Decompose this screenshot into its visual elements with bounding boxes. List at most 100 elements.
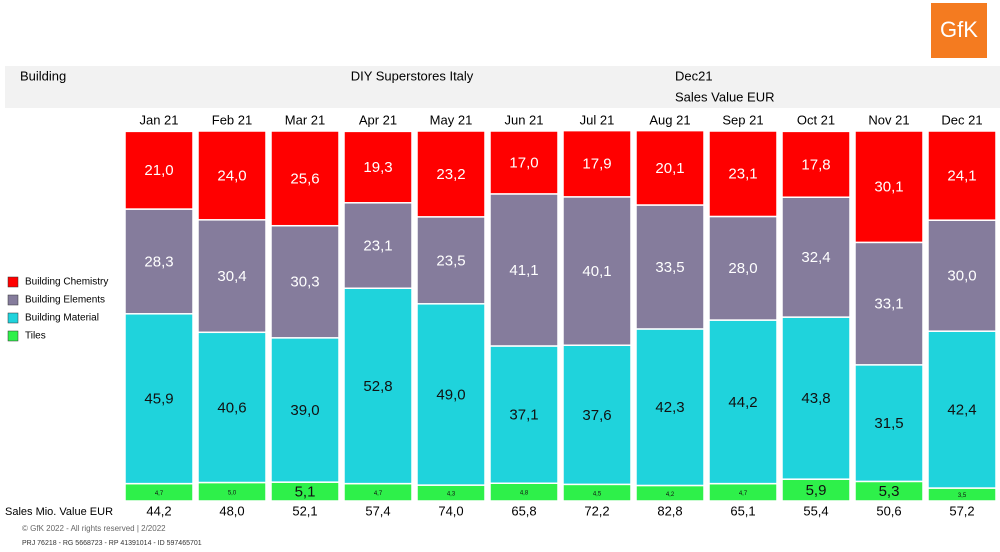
x-tick-label: Sep 21 xyxy=(722,112,763,127)
header-left: Building xyxy=(20,68,66,83)
logo-box xyxy=(931,3,987,58)
x-tick-label: Mar 21 xyxy=(285,112,325,127)
bar-segment xyxy=(343,202,413,289)
bar-segment xyxy=(343,287,413,485)
total-label: 65,8 xyxy=(511,503,536,518)
data-label: 33,5 xyxy=(655,259,684,276)
data-label: 30,3 xyxy=(290,274,319,291)
data-label: 3,5 xyxy=(958,493,967,499)
bar-segment xyxy=(416,216,486,305)
logo: GfK xyxy=(940,17,978,42)
total-label: 74,0 xyxy=(438,503,463,518)
data-label: 42,4 xyxy=(947,402,976,419)
bar-segment xyxy=(781,316,851,480)
data-label: 31,5 xyxy=(874,415,903,432)
bar-segment xyxy=(854,364,924,483)
data-label: 20,1 xyxy=(655,160,684,177)
header-subtitle: Sales Value EUR xyxy=(675,89,774,104)
x-tick-label: May 21 xyxy=(430,112,473,127)
bar-segment xyxy=(197,331,267,484)
total-label: 44,2 xyxy=(146,503,171,518)
total-label: 52,1 xyxy=(292,503,317,518)
legend-swatch xyxy=(7,276,19,288)
x-tick-label: Nov 21 xyxy=(868,112,909,127)
bar-segment xyxy=(270,224,340,339)
data-label: 24,0 xyxy=(217,167,246,184)
data-label: 30,1 xyxy=(874,179,903,196)
data-label: 28,0 xyxy=(728,260,757,277)
data-label: 52,8 xyxy=(363,378,392,395)
data-label: 43,8 xyxy=(801,390,830,407)
bar-segment xyxy=(124,130,194,210)
data-label: 44,2 xyxy=(728,394,757,411)
bar-segment xyxy=(124,208,194,315)
x-tick-label: Aug 21 xyxy=(649,112,690,127)
bar-segment xyxy=(416,130,486,218)
data-label: 23,1 xyxy=(363,237,392,254)
bar-segment xyxy=(489,130,559,195)
x-tick-label: Jun 21 xyxy=(504,112,543,127)
bar-segment xyxy=(635,129,705,206)
data-label: 17,0 xyxy=(509,154,538,171)
header-right: Dec21 xyxy=(675,68,713,83)
data-label: 28,3 xyxy=(144,253,173,270)
bar-segment xyxy=(562,196,632,346)
bar-segment xyxy=(416,303,486,486)
data-label: 33,1 xyxy=(874,296,903,313)
data-label: 40,1 xyxy=(582,263,611,280)
bar-segment xyxy=(197,219,267,334)
total-label: 50,6 xyxy=(876,503,901,518)
data-label: 25,6 xyxy=(290,170,319,187)
header-center: DIY Superstores Italy xyxy=(351,68,474,83)
data-label: 49,0 xyxy=(436,386,465,403)
data-label: 4,7 xyxy=(155,491,164,497)
x-tick-label: Oct 21 xyxy=(797,112,835,127)
data-label: 37,1 xyxy=(509,407,538,424)
data-label: 4,7 xyxy=(374,491,383,497)
data-label: 5,1 xyxy=(295,484,316,501)
x-tick-label: Feb 21 xyxy=(212,112,252,127)
bar-segment xyxy=(489,345,559,484)
data-label: 30,4 xyxy=(217,268,246,285)
data-label: 17,8 xyxy=(801,156,830,173)
data-label: 42,3 xyxy=(655,399,684,416)
bar-segment xyxy=(635,328,705,487)
legend-swatch xyxy=(7,312,19,324)
legend-label: Tiles xyxy=(25,331,46,342)
data-label: 41,1 xyxy=(509,262,538,279)
total-label: 82,8 xyxy=(657,503,682,518)
bar-segment xyxy=(197,130,267,221)
data-label: 32,4 xyxy=(801,249,830,266)
data-label: 45,9 xyxy=(144,391,173,408)
data-label: 4,3 xyxy=(447,492,456,498)
bar-segment xyxy=(270,130,340,227)
data-label: 37,6 xyxy=(582,407,611,424)
legend-label: Building Elements xyxy=(25,295,105,306)
data-label: 4,8 xyxy=(520,491,529,497)
bar-segment xyxy=(489,193,559,347)
data-label: 4,7 xyxy=(739,491,748,497)
total-label: 57,4 xyxy=(365,503,390,518)
bar-segment xyxy=(124,313,194,485)
total-label: 65,1 xyxy=(730,503,755,518)
bar-segment xyxy=(562,129,632,198)
data-label: 30,0 xyxy=(947,268,976,285)
bar-segment xyxy=(270,337,340,483)
data-label: 17,9 xyxy=(582,156,611,173)
bar-segment xyxy=(854,130,924,244)
bar-segment xyxy=(708,130,778,218)
x-tick-label: Jan 21 xyxy=(139,112,178,127)
data-label: 21,0 xyxy=(144,162,173,179)
data-label: 4,2 xyxy=(666,492,675,498)
x-tick-label: Apr 21 xyxy=(359,112,397,127)
data-label: 19,3 xyxy=(363,159,392,176)
data-label: 23,2 xyxy=(436,166,465,183)
data-label: 5,0 xyxy=(228,490,237,496)
header-band xyxy=(5,66,1000,108)
data-label: 4,5 xyxy=(593,491,602,497)
total-label: 72,2 xyxy=(584,503,609,518)
data-label: 5,3 xyxy=(879,483,900,500)
legend-label: Building Material xyxy=(25,313,99,324)
total-label: 57,2 xyxy=(949,503,974,518)
